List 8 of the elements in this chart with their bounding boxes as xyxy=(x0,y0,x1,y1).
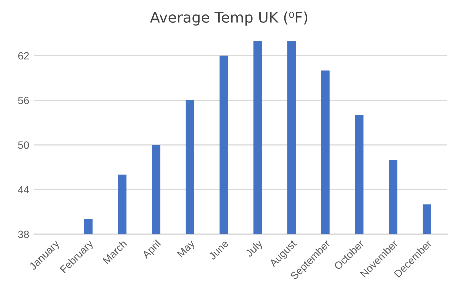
chart-title: Average Temp UK (⁰F) xyxy=(150,12,308,26)
y-tick-label: 38 xyxy=(18,230,30,238)
x-tick-label: July xyxy=(244,239,265,260)
x-tick-label: May xyxy=(177,240,198,260)
y-tick-label: 56 xyxy=(18,97,30,104)
y-tick-label: 44 xyxy=(18,186,30,194)
y-tick-label: 50 xyxy=(18,142,30,150)
y-tick-label: 62 xyxy=(18,52,30,60)
